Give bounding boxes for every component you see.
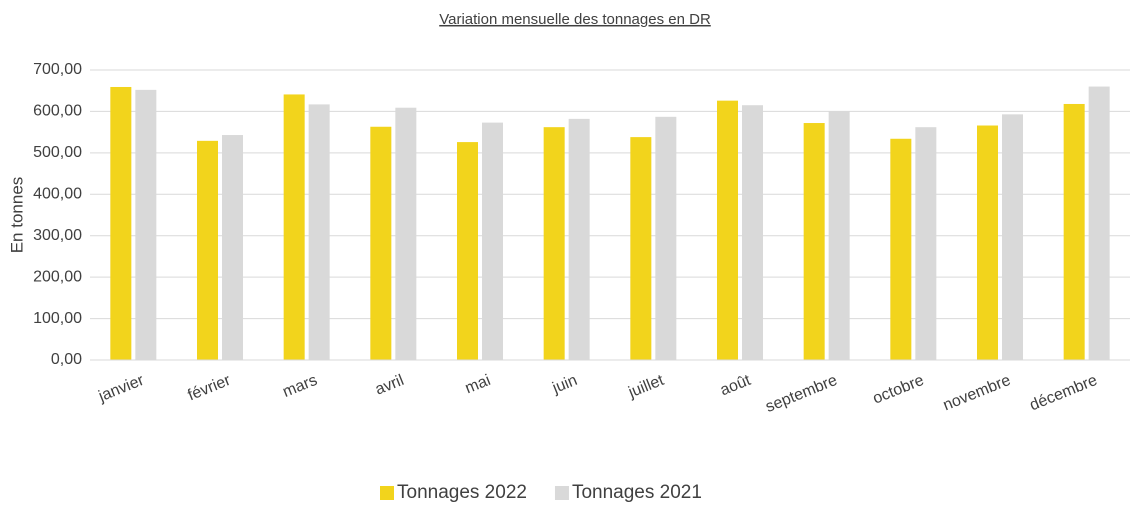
bar [1063, 103, 1085, 360]
x-tick-label: avril [373, 372, 407, 399]
bar [482, 122, 503, 360]
legend-label: Tonnages 2021 [572, 482, 702, 503]
bar [828, 111, 850, 360]
x-tick-label: mai [463, 372, 493, 397]
y-tick-label: 100,00 [33, 310, 82, 327]
bar [222, 135, 243, 360]
bar [1002, 114, 1023, 360]
legend-label: Tonnages 2022 [397, 482, 527, 503]
bar [457, 142, 478, 360]
bar [630, 137, 652, 360]
x-tick-label: juillet [625, 372, 667, 402]
y-tick-label: 600,00 [33, 103, 82, 120]
y-axis-title: En tonnes [7, 177, 26, 254]
bar [803, 123, 825, 361]
bar [197, 140, 218, 360]
bar [977, 125, 998, 360]
bar [915, 127, 937, 361]
x-tick-label: décembre [1027, 372, 1099, 414]
bar [135, 89, 157, 360]
x-tick-label: août [718, 372, 754, 400]
y-tick-label: 700,00 [33, 61, 82, 78]
bar [655, 116, 677, 360]
x-tick-label: février [185, 372, 233, 405]
legend-swatch [554, 486, 569, 500]
legend-swatch [380, 486, 394, 500]
bar [742, 105, 763, 360]
bar [110, 86, 132, 360]
bar [568, 118, 590, 360]
bar [370, 126, 392, 360]
x-tick-label: janvier [95, 372, 147, 406]
y-tick-label: 0,00 [51, 351, 82, 368]
bar [543, 127, 565, 361]
x-tick-label: septembre [763, 372, 840, 416]
bar [717, 100, 738, 361]
x-tick-label: novembre [941, 372, 1013, 414]
x-tick-label: juin [549, 372, 579, 397]
bar [283, 94, 305, 360]
x-tick-label: mars [280, 372, 319, 401]
bar [308, 104, 330, 360]
bar [395, 107, 417, 360]
y-tick-label: 300,00 [33, 227, 82, 244]
bar [890, 138, 912, 360]
y-tick-label: 500,00 [33, 144, 82, 161]
bar [1088, 86, 1110, 361]
x-tick-label: octobre [871, 372, 927, 408]
y-tick-label: 200,00 [33, 268, 82, 285]
chart-title: Variation mensuelle des tonnages en DR [439, 11, 711, 28]
y-tick-label: 400,00 [33, 186, 82, 203]
